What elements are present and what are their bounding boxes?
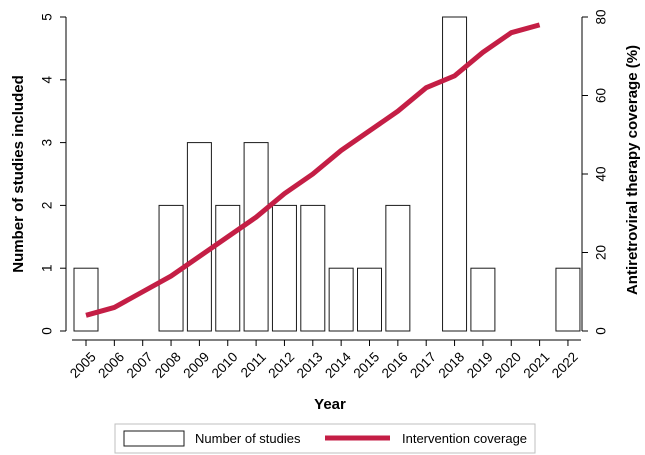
bar-2009 — [186, 142, 212, 332]
y-tick-label: 2 — [40, 202, 55, 210]
bar-2010 — [215, 204, 241, 332]
bar-2005 — [73, 267, 99, 332]
x-tick-label: 2013 — [294, 349, 326, 381]
x-axis-title: Year — [314, 396, 346, 413]
line-layer — [85, 22, 541, 318]
bar-2022 — [555, 267, 581, 332]
y-tick-label: 5 — [40, 13, 55, 21]
x-tick-label: 2005 — [67, 349, 99, 381]
x-tick-label: 2014 — [322, 349, 354, 381]
y2-axis-title: Antiretroviral therapy coverage (%) — [624, 45, 641, 295]
legend-line-label: Intervention coverage — [402, 431, 527, 446]
bars-layer — [73, 16, 581, 332]
y2-tick-label: 0 — [594, 327, 609, 335]
x-tick-label: 2021 — [521, 349, 553, 381]
x-tick-label: 2015 — [350, 349, 382, 381]
legend-bar-label: Number of studies — [195, 431, 301, 446]
x-tick-label: 2018 — [436, 349, 468, 381]
bar-2013 — [300, 204, 326, 332]
x-tick-label: 2011 — [238, 349, 269, 380]
x-tick-label: 2008 — [152, 349, 184, 381]
x-tick-label: 2012 — [265, 349, 297, 381]
y2-tick-label: 80 — [594, 9, 609, 24]
legend-bar-swatch — [123, 430, 185, 447]
y-axis-ticks: 0 1 2 3 4 5 — [40, 13, 66, 335]
y-tick-label: 4 — [40, 76, 55, 84]
y-axis-title: Number of studies included — [10, 75, 27, 273]
x-tick-label: 2019 — [464, 349, 496, 381]
bar-2018 — [442, 16, 468, 332]
x-tick-label: 2016 — [379, 349, 411, 381]
bar-2011 — [243, 142, 269, 332]
bar-2015 — [357, 267, 382, 332]
x-tick-label: 2022 — [549, 349, 581, 381]
bar-2014 — [328, 267, 354, 332]
bar-2012 — [271, 204, 297, 332]
y-tick-label: 1 — [40, 264, 55, 272]
x-tick-label: 2007 — [124, 349, 156, 381]
bar-2019 — [470, 267, 496, 332]
x-tick-label: 2017 — [407, 349, 439, 381]
legend: Number of studies Intervention coverage — [114, 423, 536, 454]
x-tick-label: 2020 — [492, 349, 524, 381]
coverage-line — [85, 22, 541, 318]
x-tick-label: 2009 — [180, 349, 212, 381]
x-axis-ticks: 2005200620072008200920102011201220132014… — [67, 340, 581, 381]
y-tick-label: 3 — [40, 139, 55, 147]
bar-2016 — [385, 204, 411, 332]
x-tick-label: 2010 — [209, 349, 241, 381]
y2-tick-label: 40 — [594, 166, 609, 181]
x-tick-label: 2006 — [95, 349, 127, 381]
y2-tick-label: 60 — [594, 88, 609, 103]
y2-axis-ticks: 0 20 40 60 80 — [582, 9, 609, 335]
y2-tick-label: 20 — [594, 245, 609, 260]
y-tick-label: 0 — [40, 327, 55, 335]
